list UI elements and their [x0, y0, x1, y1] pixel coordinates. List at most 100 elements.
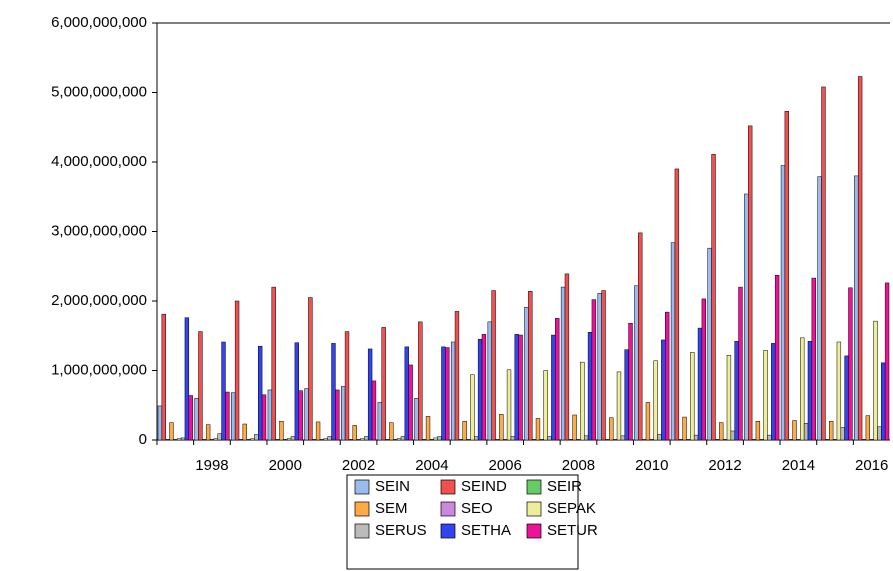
- x-tick-label: 2010: [635, 457, 668, 474]
- bar: [884, 282, 890, 441]
- bar: [341, 386, 346, 441]
- bar: [503, 439, 508, 441]
- bar: [506, 369, 512, 441]
- bar: [665, 311, 670, 441]
- bar: [612, 439, 618, 441]
- x-tick-label: 1998: [195, 457, 228, 474]
- bar: [796, 439, 801, 441]
- bar: [807, 341, 813, 441]
- bar: [205, 424, 211, 441]
- bar: [715, 439, 720, 441]
- bar: [433, 437, 438, 441]
- bar: [848, 287, 853, 441]
- bar: [730, 430, 735, 441]
- bar: [744, 193, 749, 441]
- bar: [323, 438, 328, 441]
- bar: [591, 299, 597, 441]
- bar: [748, 125, 753, 441]
- bar: [429, 439, 435, 441]
- bar: [829, 420, 834, 441]
- bar: [308, 297, 313, 441]
- bar: [286, 438, 292, 441]
- bar: [356, 439, 361, 441]
- bar: [734, 341, 739, 441]
- bar: [466, 439, 471, 441]
- bar: [437, 436, 442, 441]
- x-tick-label: 2000: [269, 457, 302, 474]
- legend-swatch: [440, 479, 456, 495]
- bar: [254, 434, 259, 441]
- bar: [389, 422, 394, 441]
- bar: [800, 337, 805, 441]
- legend-label: SETUR: [547, 522, 598, 539]
- bar: [352, 425, 357, 441]
- bar: [225, 391, 230, 441]
- bar: [601, 290, 606, 441]
- bar: [267, 389, 273, 441]
- bar: [873, 320, 878, 441]
- bar: [693, 434, 699, 441]
- bar: [844, 355, 849, 441]
- bar: [535, 418, 541, 441]
- bar: [788, 439, 793, 441]
- bar: [194, 398, 199, 441]
- bar: [580, 361, 585, 441]
- bar: [803, 423, 809, 441]
- bar: [234, 300, 240, 441]
- legend-label: SEPAK: [547, 500, 596, 517]
- bar: [560, 286, 566, 441]
- legend-label: SEIND: [461, 478, 507, 495]
- bar: [755, 420, 761, 441]
- bar: [470, 374, 475, 441]
- bar: [572, 414, 577, 441]
- bar: [279, 420, 284, 441]
- bar: [686, 439, 691, 441]
- bar: [327, 436, 332, 441]
- bar: [499, 414, 504, 441]
- bar: [609, 417, 614, 441]
- bar: [551, 334, 556, 441]
- bar: [491, 290, 496, 441]
- bar: [231, 392, 236, 441]
- legend-label: SERUS: [375, 522, 427, 539]
- bar: [584, 435, 589, 441]
- y-tick-label: 5,000,000,000: [51, 83, 147, 100]
- bar: [217, 433, 222, 441]
- x-tick-label: 2016: [855, 457, 888, 474]
- bar: [294, 342, 299, 441]
- x-tick-label: 2004: [415, 457, 448, 474]
- bar: [657, 434, 662, 441]
- legend-swatch: [354, 479, 370, 495]
- x-tick-label: 2014: [782, 457, 815, 474]
- legend-swatch: [440, 501, 456, 517]
- bar: [628, 322, 633, 441]
- bar: [821, 86, 826, 441]
- bar: [624, 349, 629, 441]
- bar: [738, 286, 743, 441]
- bar: [275, 439, 280, 441]
- bar: [258, 345, 263, 441]
- bar: [881, 362, 886, 441]
- bar: [514, 334, 519, 441]
- bar: [719, 422, 724, 441]
- bar: [425, 416, 431, 441]
- bar: [792, 420, 797, 441]
- bar: [157, 405, 163, 441]
- bar: [707, 247, 712, 441]
- bar: [877, 426, 882, 441]
- bar: [605, 439, 610, 441]
- legend-label: SEIN: [375, 478, 410, 495]
- x-tick-label: 2006: [488, 457, 521, 474]
- bar: [367, 348, 373, 441]
- bar: [641, 439, 647, 441]
- bar: [726, 354, 732, 441]
- bar: [400, 436, 406, 441]
- bar: [653, 360, 658, 441]
- bar: [543, 370, 548, 441]
- bar: [450, 341, 456, 441]
- bar: [620, 435, 626, 441]
- bar: [364, 436, 369, 441]
- bar: [832, 439, 838, 441]
- bar: [377, 402, 382, 441]
